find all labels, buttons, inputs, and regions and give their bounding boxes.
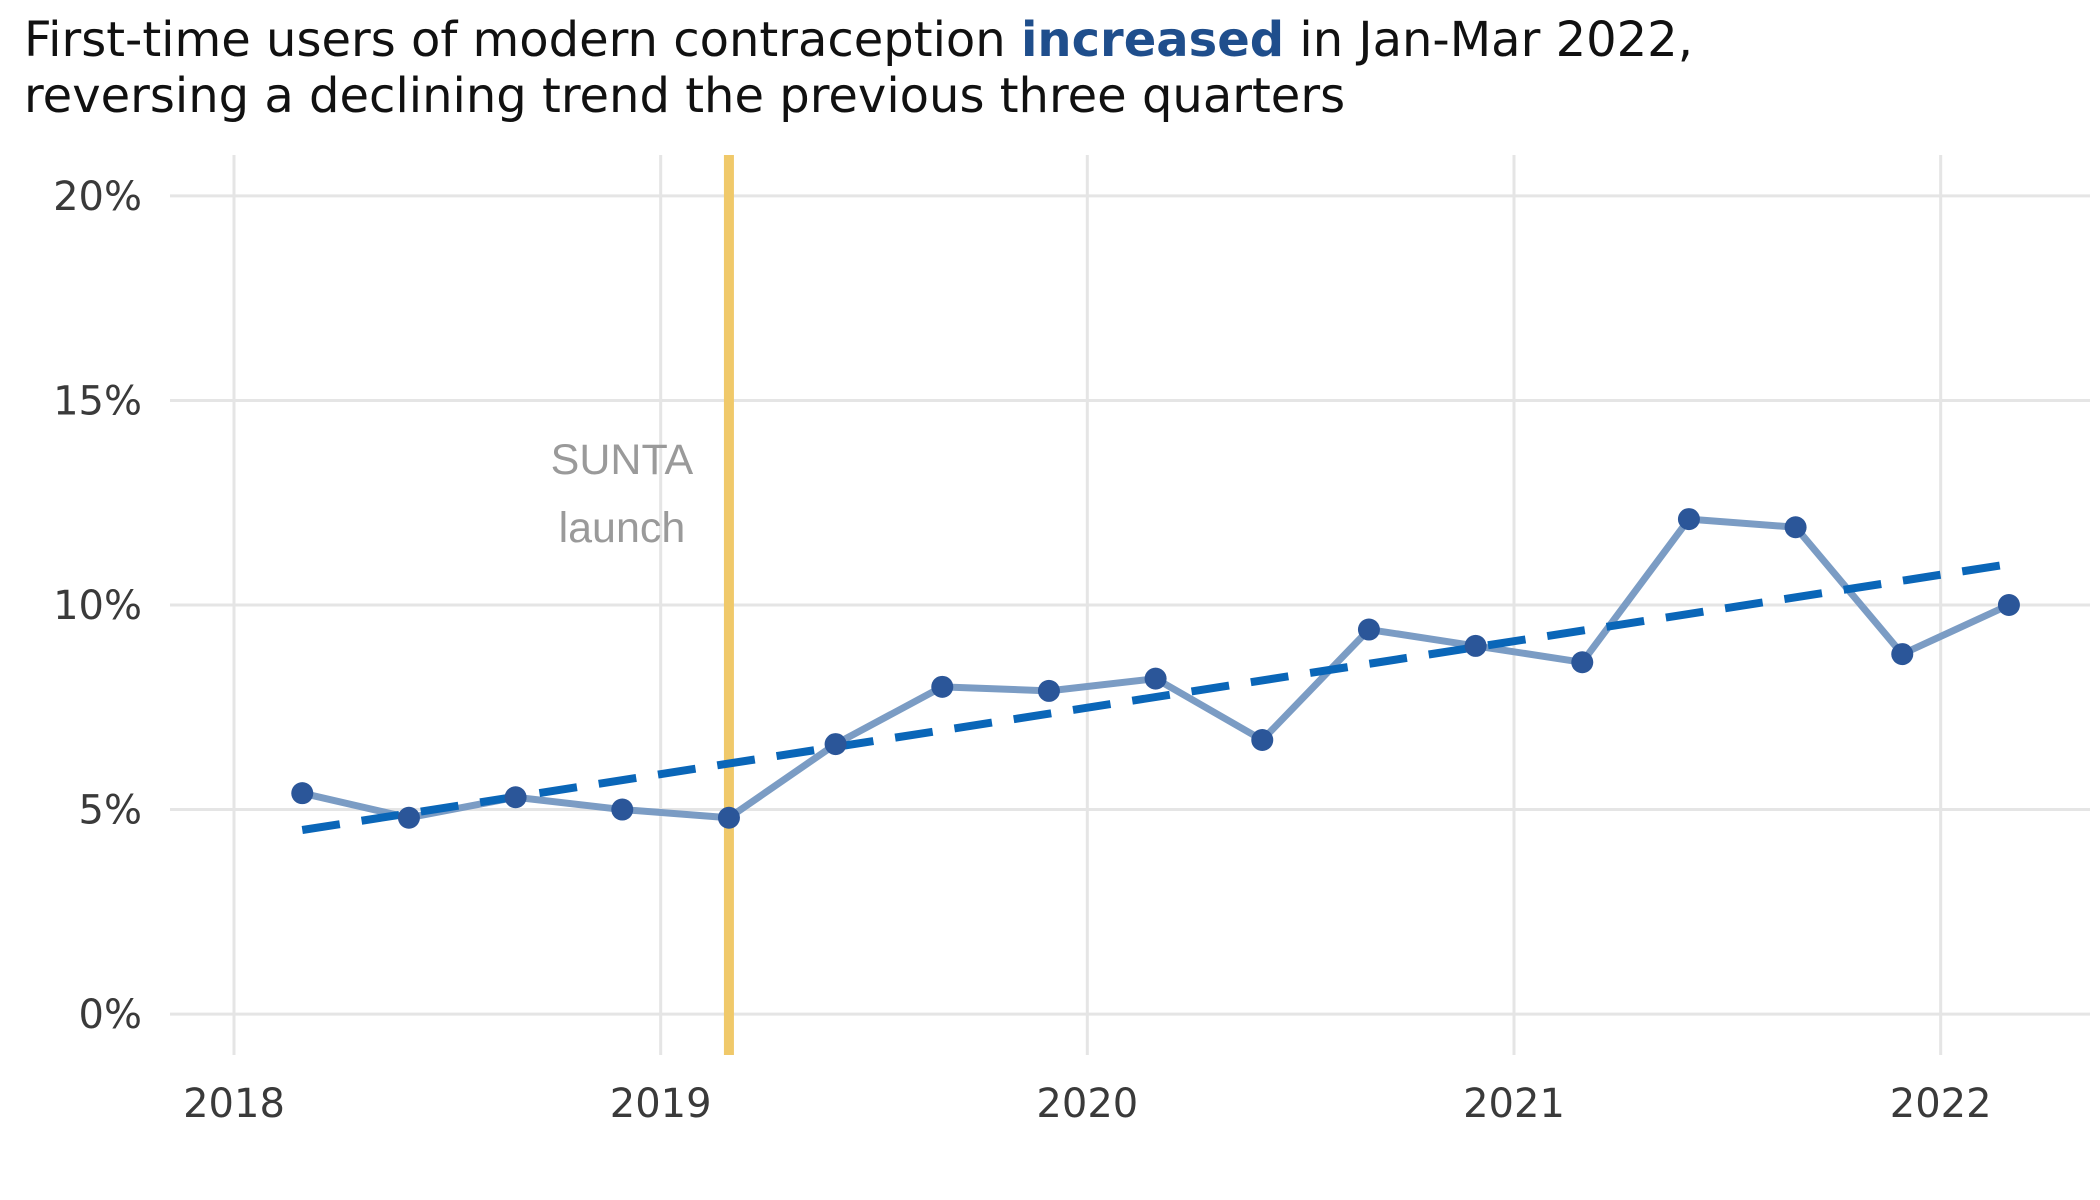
data-point [504,786,527,809]
data-point [1357,618,1380,641]
data-point [1464,634,1487,657]
axes: 0% 5% 10% 15% 20% 2018 2019 2020 2021 2022 [53,174,1991,1127]
chart-title-highlight: increased [1020,12,1285,68]
data-point [1251,729,1274,751]
chart-title-line-2: reversing a declining trend the previous… [24,68,1346,124]
data-point [717,806,740,829]
y-tick-label: 10% [53,583,142,629]
data-point [931,675,954,698]
y-tick-label: 5% [79,788,142,834]
data-point [1677,508,1700,531]
x-tick-label: 2021 [1463,1081,1565,1127]
data-point [824,733,847,756]
data-point [1144,667,1167,690]
x-tick-label: 2022 [1890,1081,1992,1127]
y-tick-label: 15% [53,378,142,424]
y-tick-label: 0% [79,992,142,1038]
trend-line [301,560,2010,834]
data-point [1037,679,1060,702]
data-point [291,782,314,805]
y-tick-label: 20% [53,174,142,220]
chart-title: First-time users of modern contraception… [24,12,1693,124]
chart-title-part-1: First-time users of modern contraception [24,12,1021,68]
chart-title-line-1: First-time users of modern contraception… [24,12,1693,68]
x-tick-label: 2018 [183,1081,285,1127]
data-point [1891,643,1914,666]
data-point [1571,651,1594,674]
data-point [1997,594,2020,616]
series [291,508,2020,834]
annotation: SUNTA launch [551,155,734,1055]
grid [170,155,2090,1055]
chart-title-part-3: in Jan-Mar 2022, [1284,12,1693,68]
x-tick-label: 2020 [1036,1081,1138,1127]
data-point [397,806,420,829]
annotation-label: launch [559,504,686,552]
x-tick-label: 2019 [610,1081,712,1127]
annotation-label: SUNTA [551,436,694,484]
data-point [611,798,634,821]
data-point [1784,516,1807,539]
